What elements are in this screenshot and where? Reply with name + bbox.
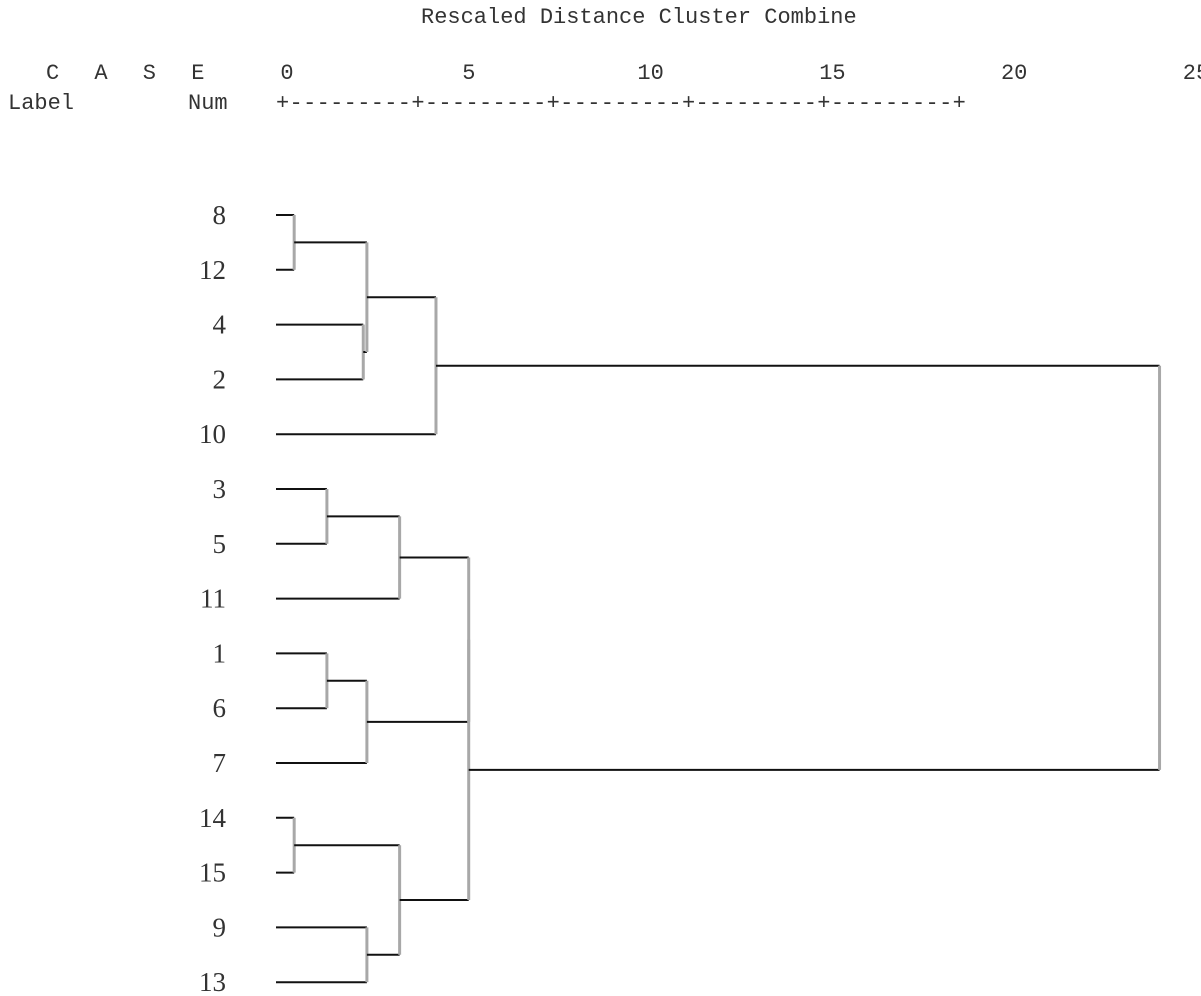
chart-title: Rescaled Distance Cluster Combine xyxy=(421,5,857,30)
axis-tick-label: 10 xyxy=(637,61,664,86)
case-label: 8 xyxy=(213,200,227,230)
label-column-header: Label xyxy=(8,91,75,116)
case-label: 4 xyxy=(213,310,227,340)
axis-tick-label: 5 xyxy=(462,61,476,86)
case-label: 11 xyxy=(200,584,226,614)
case-label: 5 xyxy=(213,529,227,559)
dendrogram-links xyxy=(276,214,1162,984)
axis-tick-label: 0 xyxy=(280,61,294,86)
case-label: 1 xyxy=(213,638,227,668)
axis-tick-label: 25 xyxy=(1182,61,1201,86)
case-label: 10 xyxy=(199,419,226,449)
case-label: 15 xyxy=(199,858,226,888)
case-label: 14 xyxy=(199,803,227,833)
case-header: C A S E xyxy=(46,61,216,86)
num-column-header: Num xyxy=(188,91,228,116)
case-label: 12 xyxy=(199,255,226,285)
case-label: 7 xyxy=(213,748,227,778)
axis-ruler: +---------+---------+---------+---------… xyxy=(276,91,967,116)
axis-tick-label: 20 xyxy=(1000,61,1028,86)
case-label: 2 xyxy=(213,364,227,394)
axis-tick-label: 15 xyxy=(819,61,846,86)
case-label: 13 xyxy=(199,967,226,996)
case-label: 9 xyxy=(213,912,227,942)
case-label: 3 xyxy=(213,474,227,504)
case-label: 6 xyxy=(213,693,227,723)
